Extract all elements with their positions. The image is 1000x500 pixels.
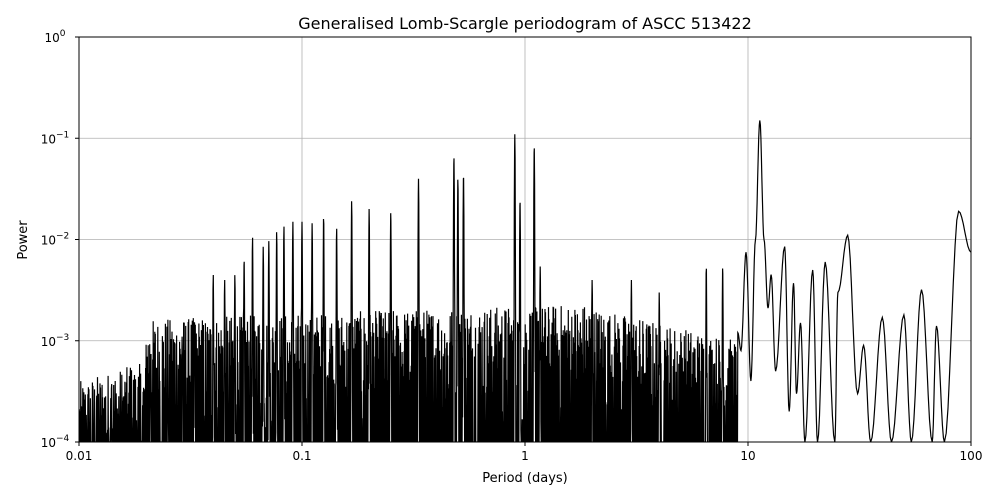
x-tick-label: 0.1 (292, 449, 311, 463)
y-tick-label: 10−4 (41, 434, 70, 450)
x-axis-label: Period (days) (482, 471, 568, 486)
chart-title: Generalised Lomb-Scargle periodogram of … (298, 14, 752, 33)
series-line (79, 120, 971, 442)
x-tick-label: 10 (740, 449, 755, 463)
x-tick-label: 100 (960, 449, 983, 463)
y-tick-label: 10−3 (41, 333, 70, 349)
y-tick-label: 10−2 (41, 232, 70, 248)
y-tick-label: 100 (44, 29, 65, 45)
x-tick-label: 0.01 (66, 449, 93, 463)
axis-ticks: 0.01 0.1 1 10 100 10−4 10−3 10−2 10−1 100 (41, 29, 983, 463)
x-tick-label: 1 (521, 449, 529, 463)
y-axis-label: Power (16, 220, 31, 260)
y-tick-label: 10−1 (41, 130, 70, 146)
